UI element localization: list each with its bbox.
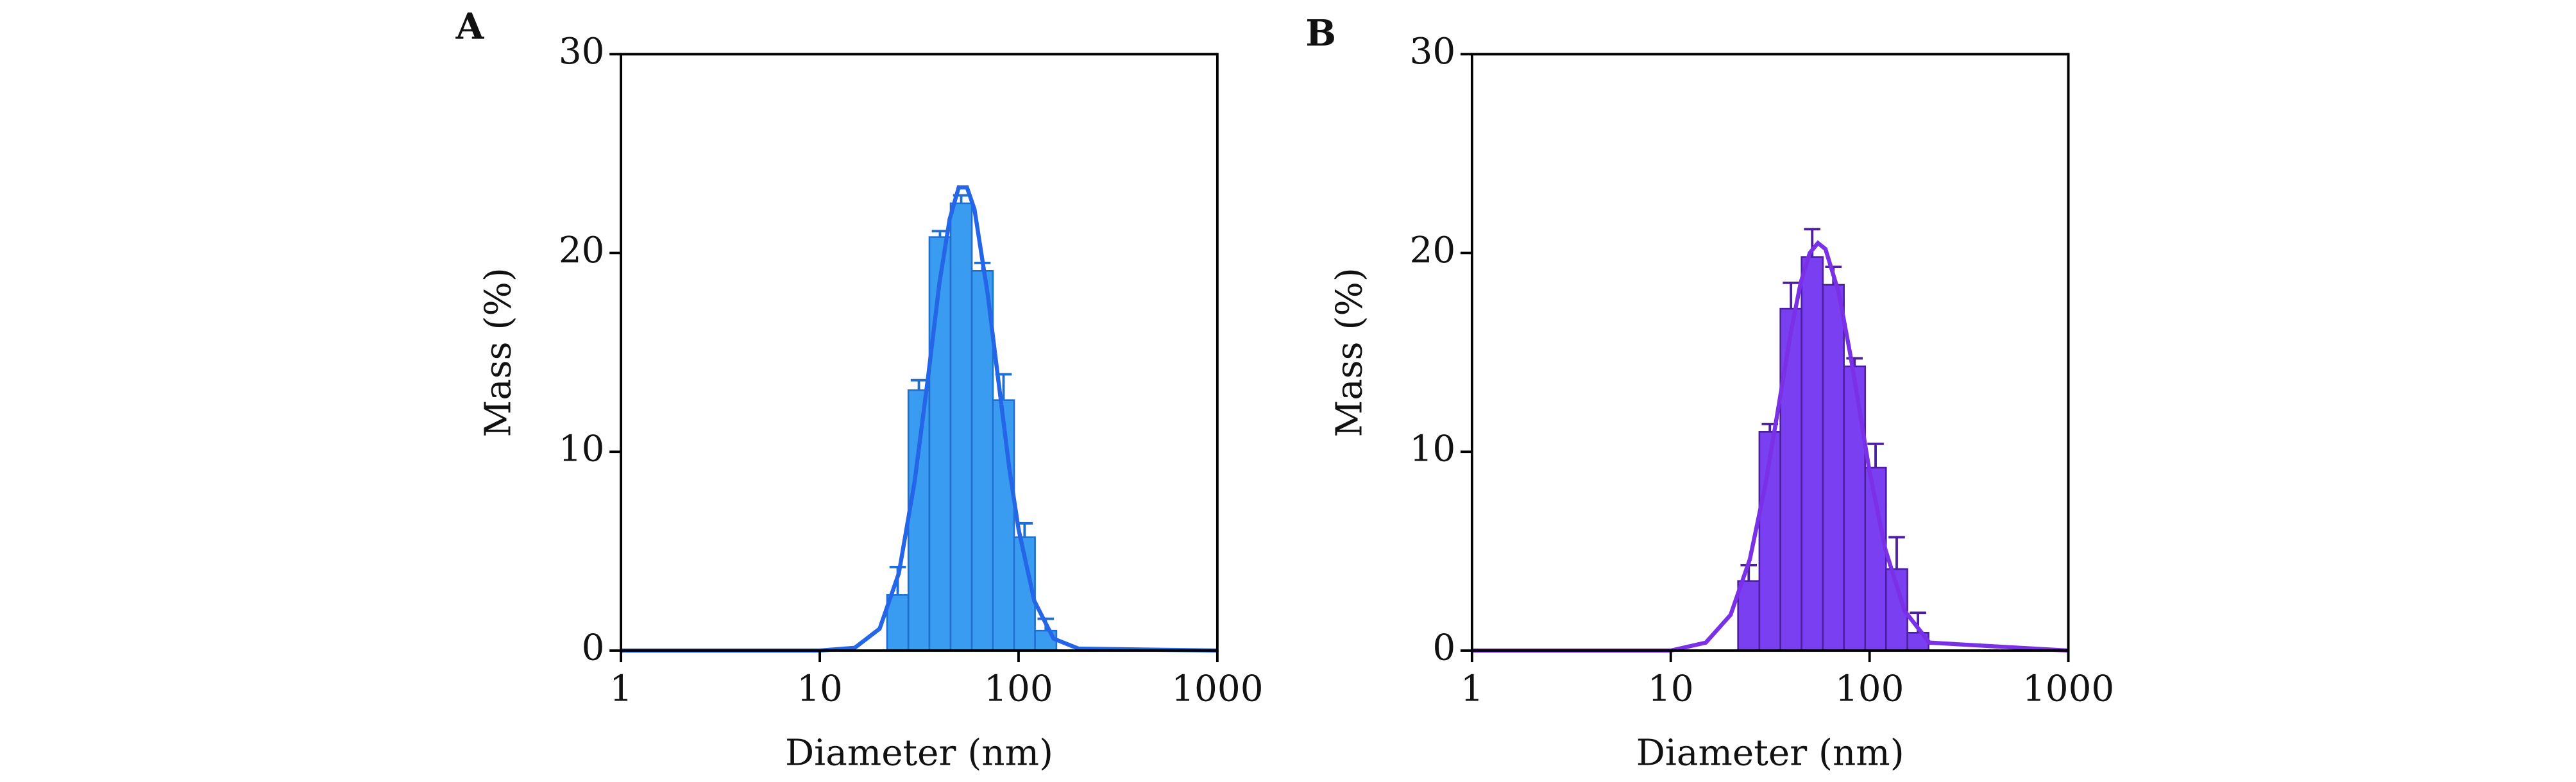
error-bar (1867, 442, 1884, 468)
y-tick-label: 20 (1410, 230, 1456, 271)
x-tick-label: 1000 (2022, 668, 2114, 710)
panel: B Mass (%) Diameter (nm) 0 10 20 30 1 10 100 1000 (1305, 12, 2114, 774)
bar (1822, 284, 1845, 652)
error-bar (1888, 536, 1905, 570)
bar (1843, 365, 1867, 652)
x-tick-label: 1 (609, 668, 632, 710)
x-tick-label: 1 (1461, 668, 1484, 710)
bar (907, 389, 931, 652)
fit-line (621, 185, 1217, 653)
panel-label: B (1305, 12, 1336, 55)
y-tick-label: 10 (1410, 429, 1456, 470)
error-bar (910, 378, 928, 391)
bar (949, 202, 973, 652)
panel: A Mass (%) Diameter (nm) 0 10 20 30 1 10 100 1000 (455, 6, 1264, 774)
x-tick-label: 10 (797, 668, 843, 710)
plot-frame (1470, 53, 2070, 652)
y-tick-label: 20 (559, 230, 605, 271)
bar (1779, 307, 1802, 652)
x-axis-label: Diameter (nm) (785, 733, 1053, 774)
y-axis-label: Mass (%) (478, 268, 520, 437)
x-axis-label: Diameter (nm) (1636, 733, 1904, 774)
y-tick-label: 30 (559, 31, 605, 72)
y-tick-label: 0 (1432, 627, 1455, 669)
y-tick-label: 30 (1410, 31, 1456, 72)
x-tick-label: 100 (1835, 668, 1904, 710)
x-tick-label: 10 (1648, 668, 1694, 710)
error-bar (1783, 281, 1799, 309)
bar (970, 269, 994, 652)
bar (1737, 580, 1761, 652)
bar (928, 236, 952, 652)
error-bar (931, 230, 949, 237)
plot-frame (620, 53, 1219, 652)
y-tick-label: 10 (559, 429, 605, 470)
panel-label: A (455, 6, 485, 48)
y-axis-label: Mass (%) (1328, 268, 1370, 437)
error-bar (1846, 357, 1863, 367)
bar (1801, 256, 1824, 652)
x-tick-label: 100 (984, 668, 1053, 710)
y-tick-label: 0 (582, 627, 605, 669)
fit-line (1471, 240, 2069, 653)
x-tick-label: 1000 (1171, 668, 1263, 710)
